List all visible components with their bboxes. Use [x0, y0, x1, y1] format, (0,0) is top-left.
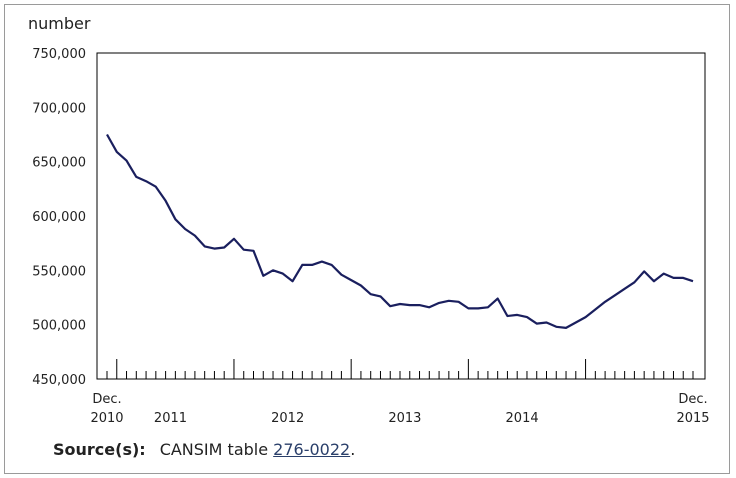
x-axis: Dec. 2010 2011 2012 2013 2014 Dec. 2015 [90, 359, 710, 426]
source-text: CANSIM table [159, 440, 274, 459]
y-tick-label: 600,000 [32, 210, 86, 225]
x-tick-label: 2015 [676, 411, 709, 426]
y-tick-label: 650,000 [32, 156, 86, 171]
plot-area [96, 52, 706, 380]
series-line [106, 133, 694, 329]
y-tick-label: 700,000 [32, 101, 86, 116]
x-tick-label: Dec. [678, 392, 707, 407]
x-tick-label: 2011 [154, 411, 187, 426]
y-tick-label: 450,000 [32, 373, 86, 388]
source-note: Source(s): CANSIM table 276-0022. [53, 440, 355, 459]
x-tick-label: Dec. [92, 392, 121, 407]
y-tick-label: 750,000 [32, 47, 86, 62]
x-tick-label: 2013 [388, 411, 421, 426]
y-axis-ticks: 450,000 500,000 550,000 600,000 650,000 700,0… [32, 47, 86, 388]
source-suffix: . [350, 440, 356, 459]
chart-frame [4, 4, 730, 474]
source-label: Source(s): [53, 440, 146, 459]
y-tick-label: 550,000 [32, 264, 86, 279]
x-tick-label: 2014 [506, 411, 539, 426]
x-tick-label: 2010 [90, 411, 123, 426]
y-tick-label: 500,000 [32, 319, 86, 334]
source-table-link[interactable]: 276-0022 [273, 440, 351, 459]
series-layer [106, 133, 694, 329]
x-tick-label: 2012 [271, 411, 304, 426]
y-unit-label: number [28, 14, 91, 33]
